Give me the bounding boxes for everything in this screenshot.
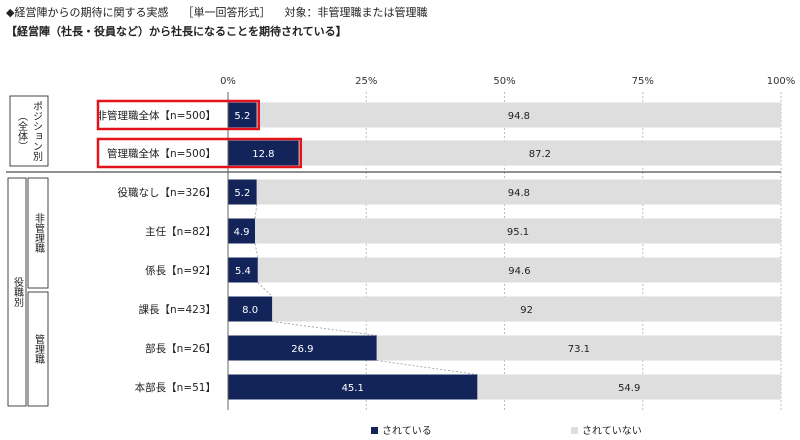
x-tick-label: 75% (632, 76, 654, 87)
highlight-box (96, 99, 261, 131)
data-label-not-expected: 94.8 (508, 188, 530, 199)
data-label-not-expected: 54.9 (618, 383, 640, 394)
legend-label-not-expected: されていない (582, 425, 642, 437)
bar-not-expected (255, 218, 782, 244)
category-label: 役職なし【n=326】 (118, 186, 217, 199)
group-bracket-position (9, 95, 49, 167)
legend-swatch-not-expected (571, 427, 578, 434)
bar-expected (228, 179, 257, 205)
group-bracket-manager (27, 291, 49, 407)
answer-format: ［単一回答形式］ (182, 6, 271, 19)
data-label-not-expected: 95.1 (507, 227, 529, 238)
legend-swatch-expected (371, 427, 378, 434)
chart-subtitle: 【経営陣（社長・役員など）から社長になることを期待されている】 (6, 25, 347, 38)
x-tick-label: 100% (767, 76, 796, 87)
bar-not-expected (376, 335, 781, 361)
bar-not-expected (298, 140, 781, 166)
category-label: 課長【n=423】 (139, 303, 217, 316)
group-bracket-nonmanager (27, 177, 49, 289)
highlight-box (96, 137, 303, 169)
connector-line (254, 243, 259, 258)
data-label-not-expected: 73.1 (568, 344, 590, 355)
group-label-position: ポジション別 (31, 101, 43, 162)
bar-expected (228, 140, 299, 166)
connector-line (376, 360, 478, 375)
group-label-nonmanager: 非管理職 (33, 213, 45, 254)
category-label: 管理職全体【n=500】 (107, 147, 216, 160)
category-label: 主任【n=82】 (145, 225, 216, 238)
data-label-not-expected: 87.2 (529, 149, 551, 160)
category-label: 非管理職全体【n=500】 (97, 109, 217, 122)
data-label-expected: 4.9 (234, 227, 250, 238)
data-label-expected: 12.8 (252, 149, 274, 160)
category-label: 部長【n=26】 (145, 342, 216, 355)
group-bracket-role (7, 177, 27, 407)
x-tick-label: 25% (355, 76, 377, 87)
connector-line (272, 321, 377, 336)
data-label-not-expected: 94.6 (508, 266, 530, 277)
connector-line (257, 282, 273, 297)
data-label-expected: 26.9 (291, 344, 313, 355)
bar-not-expected (256, 102, 782, 128)
group-label-manager: 管理職 (33, 333, 45, 365)
bar-not-expected (257, 257, 781, 283)
connector-line (254, 204, 258, 219)
group-label-overall: （全体） (16, 111, 28, 151)
bar-expected (228, 102, 257, 128)
legend-label-expected: されている (382, 425, 432, 437)
chart-title: ◆経営陣からの期待に関する実感 (6, 6, 169, 19)
bar-not-expected (477, 374, 781, 400)
data-label-not-expected: 92 (520, 305, 533, 316)
bar-expected (228, 218, 256, 244)
x-tick-label: 0% (220, 76, 236, 87)
survey-target: 対象：非管理職または管理職 (284, 6, 428, 19)
group-label-role: 役職別 (12, 276, 24, 308)
x-tick-label: 50% (493, 76, 515, 87)
bar-expected (228, 296, 273, 322)
data-label-expected: 5.2 (234, 111, 250, 122)
data-label-expected: 8.0 (242, 305, 258, 316)
bar-expected (228, 335, 377, 361)
category-label: 本部長【n=51】 (135, 381, 216, 394)
data-label-expected: 45.1 (342, 383, 364, 394)
bar-not-expected (256, 179, 782, 205)
bar-expected (228, 257, 258, 283)
data-label-not-expected: 94.8 (508, 111, 530, 122)
header-line: ◆経営陣からの期待に関する実感 ［単一回答形式］ 対象：非管理職または管理職 (6, 4, 441, 20)
category-label: 係長【n=92】 (145, 265, 216, 277)
data-label-expected: 5.4 (235, 266, 251, 277)
bar-not-expected (272, 296, 781, 322)
data-label-expected: 5.2 (234, 188, 250, 199)
bar-expected (228, 374, 478, 400)
